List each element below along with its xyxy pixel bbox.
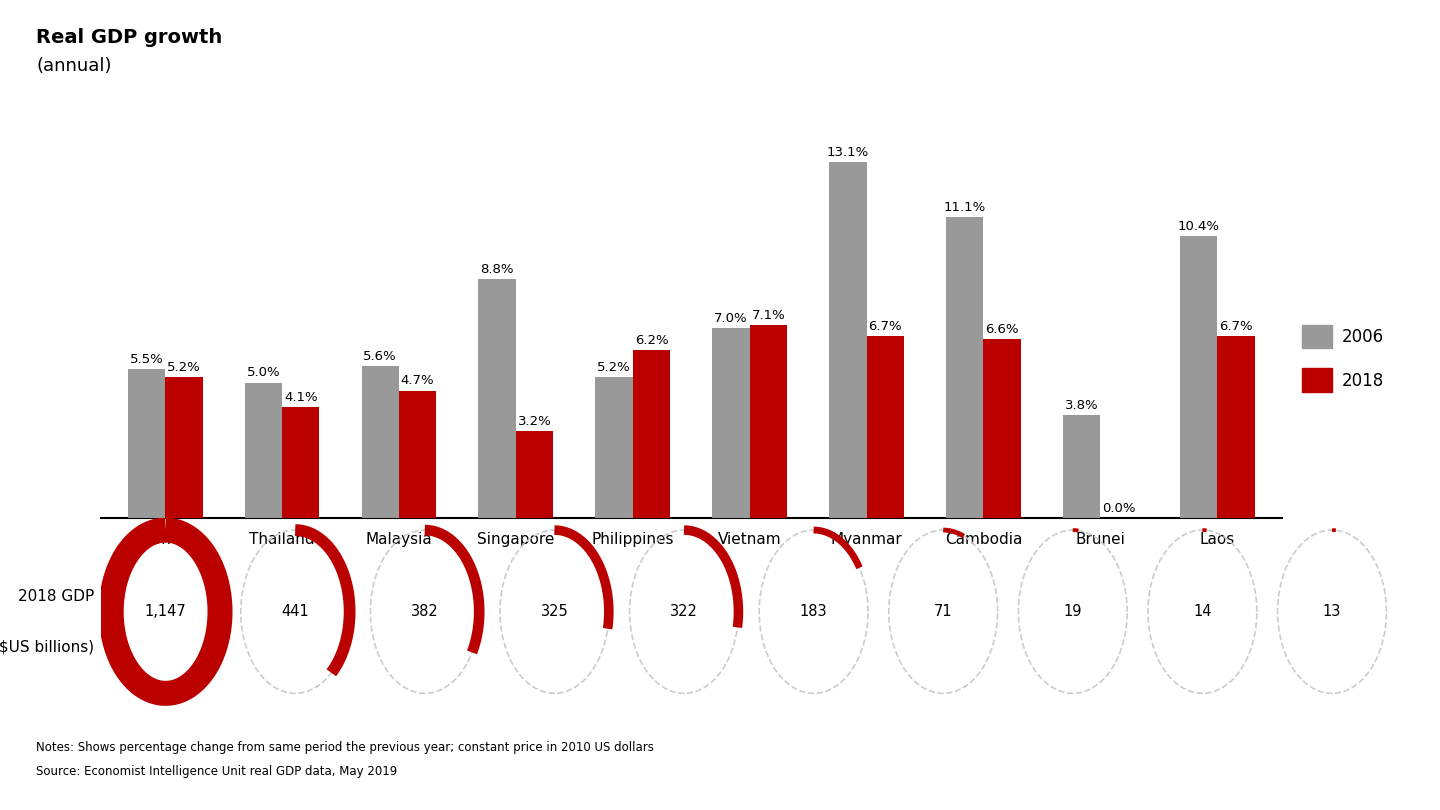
Bar [750,326,788,518]
Bar [1217,336,1254,518]
Text: 8.8%: 8.8% [481,263,514,276]
Text: 13.1%: 13.1% [827,146,868,159]
Text: 10.4%: 10.4% [1178,220,1220,232]
Text: 382: 382 [410,604,439,619]
Bar [1063,416,1100,518]
Text: 5.6%: 5.6% [363,350,397,363]
Bar [361,366,399,518]
Text: 6.7%: 6.7% [868,320,901,333]
Text: 7.0%: 7.0% [714,312,747,325]
Text: 19: 19 [1064,604,1081,619]
Bar [166,377,203,518]
Bar [829,163,867,518]
Bar [867,336,904,518]
Text: 5.0%: 5.0% [246,366,281,379]
Text: 71: 71 [935,604,952,619]
Text: 441: 441 [281,604,310,619]
Text: (annual): (annual) [36,57,111,75]
Text: 5.5%: 5.5% [130,352,163,365]
Legend: 2006, 2018: 2006, 2018 [1302,325,1384,392]
Bar [595,377,632,518]
Text: 3.2%: 3.2% [517,416,552,428]
Text: 0.0%: 0.0% [1103,502,1136,515]
Text: 1,147: 1,147 [145,604,186,619]
Text: 11.1%: 11.1% [943,201,986,214]
Bar [128,369,166,518]
Text: 183: 183 [799,604,828,619]
Bar [399,390,436,518]
Bar [713,328,750,518]
Text: 5.2%: 5.2% [598,360,631,374]
Text: 322: 322 [670,604,698,619]
Bar [478,279,516,518]
Text: 6.2%: 6.2% [635,334,668,347]
Bar [632,350,670,518]
Bar [1179,236,1217,518]
Text: Source: Economist Intelligence Unit real GDP data, May 2019: Source: Economist Intelligence Unit real… [36,765,397,778]
Bar [516,432,553,518]
Bar [245,382,282,518]
Text: 4.1%: 4.1% [284,390,318,403]
Text: 5.2%: 5.2% [167,360,200,374]
Text: 3.8%: 3.8% [1064,399,1099,411]
Bar [946,217,984,518]
Bar [984,339,1021,518]
Text: ($US billions): ($US billions) [0,639,95,654]
Bar [282,407,320,518]
Text: 7.1%: 7.1% [752,309,785,322]
Text: 14: 14 [1194,604,1211,619]
Text: Real GDP growth: Real GDP growth [36,28,222,47]
Text: 6.7%: 6.7% [1220,320,1253,333]
Text: 2018 GDP: 2018 GDP [19,589,95,603]
Text: 4.7%: 4.7% [400,374,435,387]
Text: 13: 13 [1323,604,1341,619]
Text: 6.6%: 6.6% [985,323,1020,336]
Text: Notes: Shows percentage change from same period the previous year; constant pric: Notes: Shows percentage change from same… [36,741,654,754]
Text: 325: 325 [540,604,569,619]
